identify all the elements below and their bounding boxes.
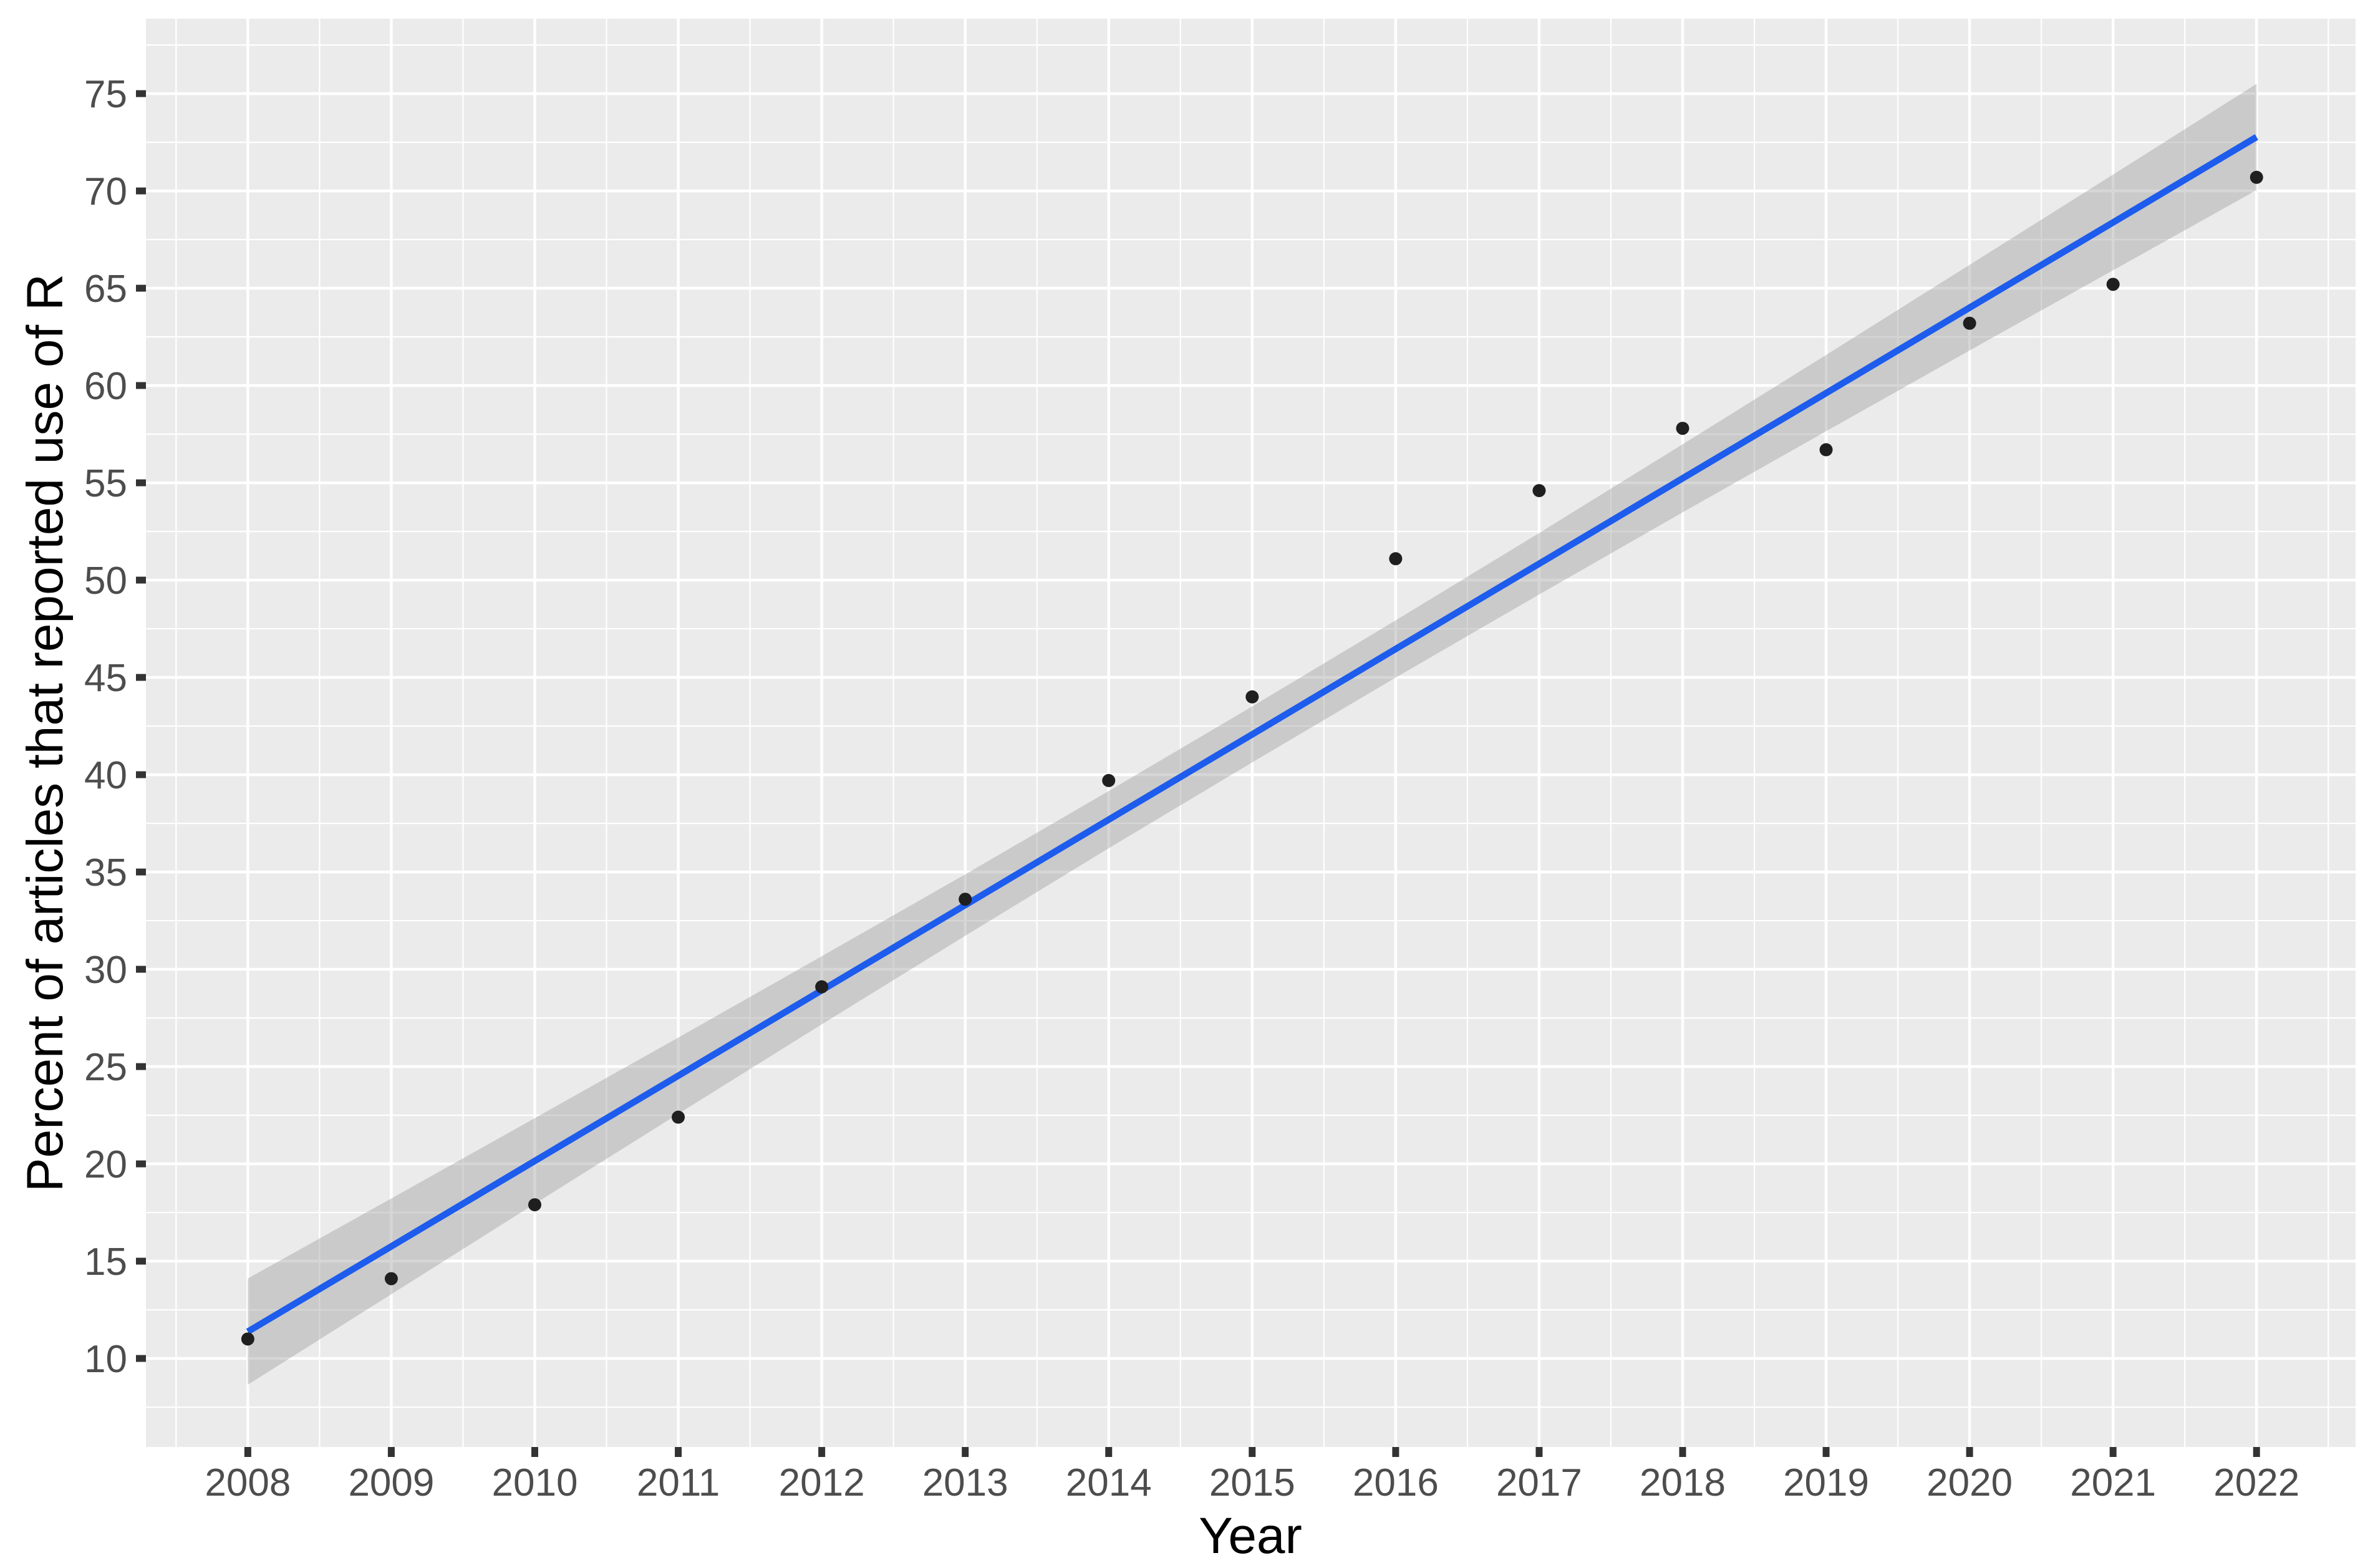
x-tick-label: 2019	[1783, 1461, 1869, 1504]
y-tick-label: 20	[84, 1143, 127, 1186]
x-tick-label: 2012	[779, 1461, 865, 1504]
y-tick-label: 25	[84, 1046, 127, 1089]
x-tick-label: 2021	[2070, 1461, 2156, 1504]
data-point	[241, 1332, 254, 1346]
x-tick-label: 2018	[1640, 1461, 1726, 1504]
x-tick-label: 2017	[1496, 1461, 1582, 1504]
x-tick-label: 2020	[1926, 1461, 2013, 1504]
data-point	[672, 1110, 685, 1124]
trend-line	[246, 134, 2258, 1335]
x-tick-label: 2022	[2213, 1461, 2299, 1504]
data-point	[1532, 484, 1546, 498]
data-point	[1676, 422, 1689, 435]
data-point	[1389, 552, 1403, 566]
y-tick-label: 30	[84, 949, 127, 992]
data-point	[1102, 773, 1116, 787]
data-point	[815, 980, 829, 994]
data-point	[959, 893, 972, 906]
data-point	[528, 1198, 541, 1212]
data-point	[1963, 316, 1976, 330]
y-tick-label: 40	[84, 754, 127, 797]
data-point	[1245, 690, 1259, 704]
y-tick-label: 70	[84, 170, 127, 213]
y-tick-label: 45	[84, 657, 127, 700]
y-axis-title: Percent of articles that reported use of…	[17, 274, 74, 1192]
x-axis-title: Year	[1199, 1508, 1302, 1564]
x-tick-label: 2008	[205, 1461, 291, 1504]
x-tick-label: 2016	[1353, 1461, 1439, 1504]
plot-panel: 2008 2009 2010 2011 2012 2013 2014 2015 2016 2017…	[84, 19, 2356, 1504]
data-point	[1819, 443, 1833, 457]
x-tick-label: 2014	[1066, 1461, 1152, 1504]
data-point	[384, 1272, 398, 1285]
data-point	[2250, 170, 2263, 184]
y-tick-label: 65	[84, 268, 127, 311]
x-tick-label: 2009	[348, 1461, 434, 1504]
y-tick-label: 60	[84, 365, 127, 408]
y-tick-label: 15	[84, 1241, 127, 1284]
x-tick-label: 2015	[1209, 1461, 1295, 1504]
x-tick-label: 2010	[492, 1461, 578, 1504]
y-tick-label: 55	[84, 462, 127, 505]
x-tick-label: 2013	[922, 1461, 1008, 1504]
y-tick-label: 10	[84, 1338, 127, 1381]
y-tick-label: 50	[84, 559, 127, 603]
y-tick-label: 75	[84, 73, 127, 116]
x-tick-label: 2011	[637, 1461, 720, 1504]
y-tick-label: 35	[84, 851, 127, 894]
data-point	[2106, 278, 2120, 291]
